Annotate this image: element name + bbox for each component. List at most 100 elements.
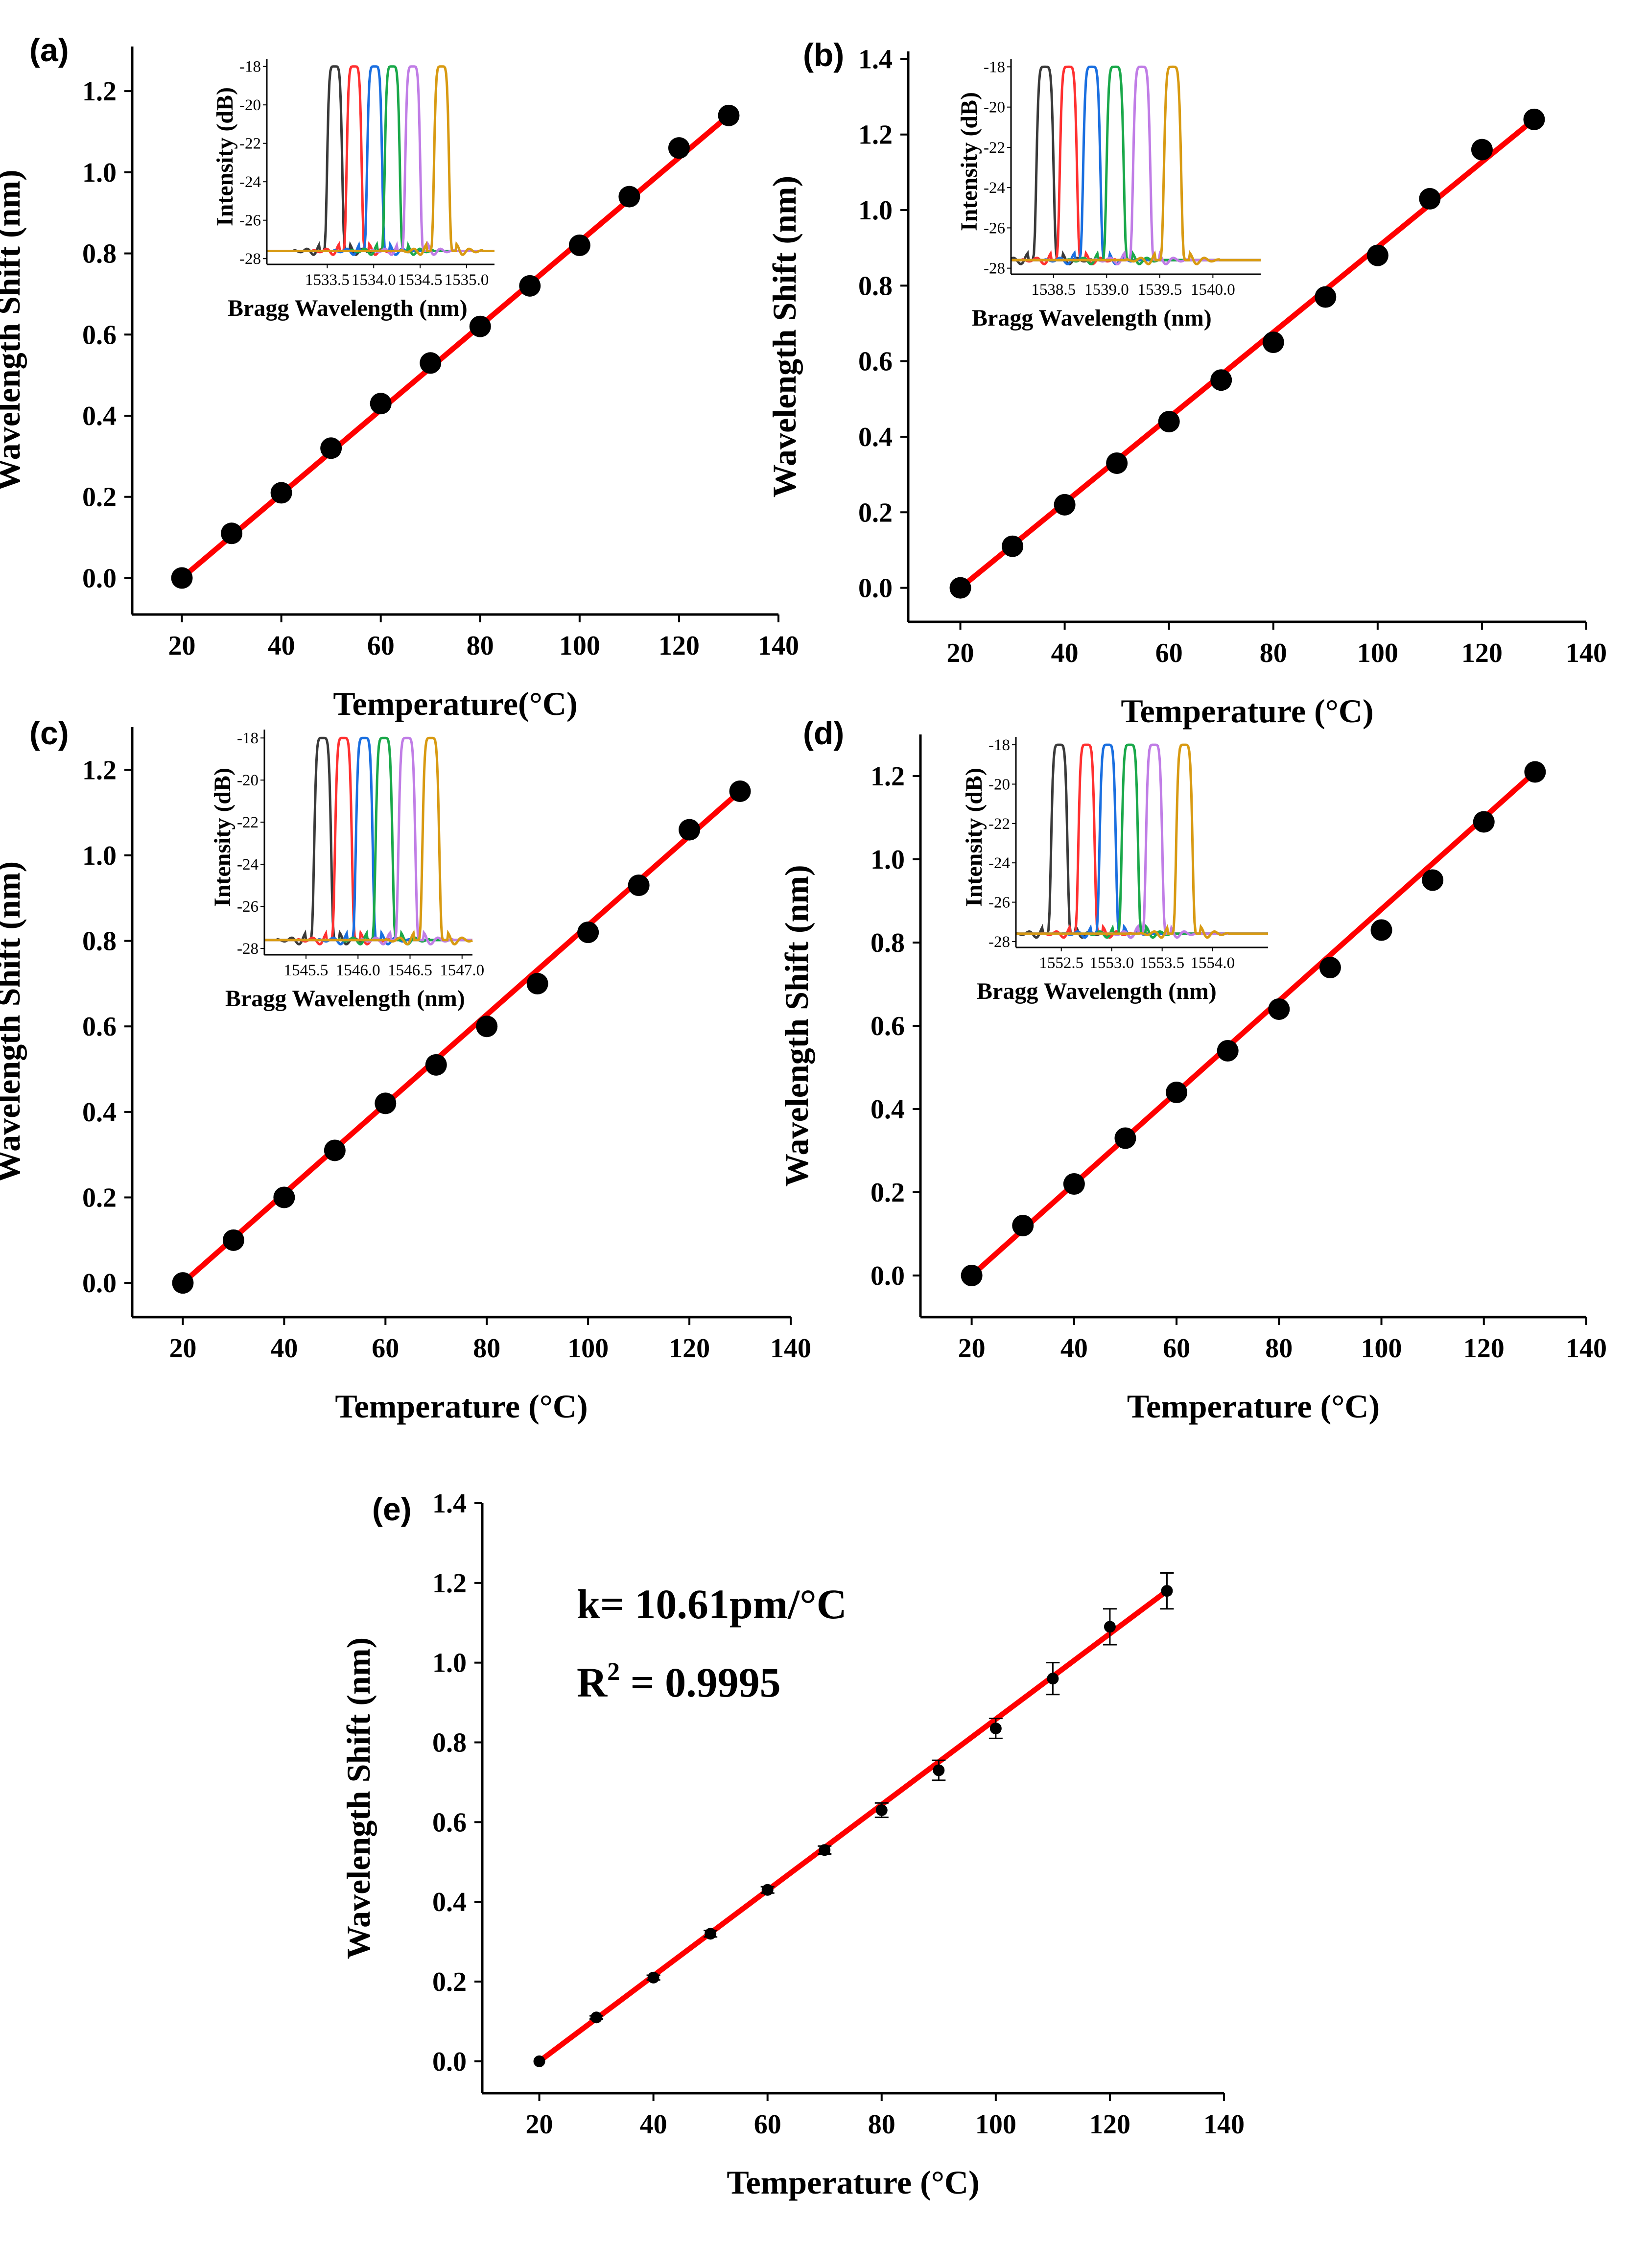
x-tick-label: 100 [567, 1333, 609, 1364]
x-tick-label: 60 [367, 631, 395, 661]
data-point [1054, 494, 1076, 516]
data-point [222, 1229, 244, 1251]
data-point [476, 1016, 498, 1038]
inset-y-tick-label: -28 [239, 250, 261, 268]
y-tick-label: 0.2 [858, 497, 893, 528]
inset-y-tick-label: -18 [239, 58, 261, 76]
y-tick-label: 0.4 [432, 1887, 467, 1917]
data-point [647, 1971, 659, 1984]
x-axis-title: Temperature (°C) [1127, 1388, 1380, 1425]
x-axis-title: Temperature(°C) [333, 685, 577, 722]
x-tick-label: 20 [169, 1333, 196, 1364]
panel-d: (d) 20 40 60 80 100 120 140 0.0 0.2 0.4 0.6 0.8 1.0 1.… [778, 715, 1607, 1425]
r2-superscript: 2 [607, 1658, 620, 1686]
data-point [875, 1804, 888, 1816]
y-tick-label: 0.0 [432, 2047, 467, 2077]
data-point [1524, 761, 1546, 783]
x-tick-label: 140 [1566, 1333, 1607, 1364]
y-tick-label: 1.4 [432, 1488, 467, 1519]
x-axis-title: Temperature (°C) [335, 1388, 588, 1425]
inset-x-tick-label: 1546.0 [336, 962, 380, 979]
data-point [1047, 1673, 1059, 1685]
panel-label: (e) [372, 1491, 412, 1527]
inset-y-tick-label: -28 [237, 940, 259, 958]
data-point [590, 2011, 603, 2024]
data-point [1366, 244, 1388, 266]
inset-y-tick-label: -22 [984, 139, 1005, 157]
x-tick-label: 100 [1361, 1333, 1402, 1364]
x-tick-label: 20 [947, 638, 974, 668]
y-tick-label: 0.8 [82, 926, 117, 957]
data-point [568, 235, 590, 256]
y-tick-label: 1.2 [858, 120, 893, 150]
inset-x-tick-label: 1538.5 [1031, 281, 1076, 299]
y-tick-label: 0.6 [858, 347, 893, 377]
panel-a: (a) 20 40 60 80 100 120 140 0.0 0.2 0.4 0.6 0.8 1.0 1.… [0, 32, 799, 722]
inset-spectrum: -18 -20 -22 -24 -26 -28 1545.5 1546.0 1546.5 1547… [210, 730, 484, 1012]
inset-y-axis-title: Intensity (dB) [212, 87, 238, 226]
y-axis-title: Wavelength Shift (nm) [766, 176, 803, 497]
x-tick-label: 20 [168, 631, 196, 661]
data-point [989, 1723, 1002, 1735]
data-point [1002, 535, 1024, 557]
inset-x-tick-label: 1539.0 [1084, 281, 1129, 299]
y-tick-label: 0.0 [82, 563, 117, 593]
y-tick-label: 0.0 [871, 1261, 905, 1291]
slope-annotation: k= 10.61pm/°C [577, 1581, 847, 1628]
data-point [171, 567, 193, 589]
inset-y-tick-label: -24 [988, 854, 1010, 872]
x-tick-label: 140 [1566, 638, 1607, 668]
panel-label: (b) [803, 37, 844, 73]
data-point [1012, 1215, 1034, 1236]
inset-y-axis-title: Intensity (dB) [956, 92, 982, 231]
data-point [1268, 998, 1290, 1020]
inset-x-tick-label: 1539.5 [1137, 281, 1182, 299]
spectrum-curve [264, 736, 473, 946]
y-tick-label: 0.6 [82, 320, 117, 350]
data-point [273, 1186, 295, 1208]
data-point [729, 780, 751, 802]
data-point [1063, 1173, 1085, 1195]
data-point [420, 352, 442, 374]
data-point [526, 972, 548, 994]
spectrum-curve [1016, 743, 1268, 939]
x-tick-label: 20 [958, 1333, 986, 1364]
inset-y-tick-label: -18 [237, 730, 259, 747]
y-tick-label: 0.8 [432, 1728, 467, 1758]
y-tick-label: 0.2 [871, 1178, 905, 1208]
data-point [370, 393, 392, 415]
inset-x-axis-title: Bragg Wavelength (nm) [972, 305, 1212, 331]
y-tick-label: 1.4 [858, 44, 893, 74]
data-point [949, 577, 971, 599]
data-point [761, 1884, 774, 1896]
x-tick-label: 40 [640, 2109, 667, 2140]
data-point [1315, 286, 1337, 308]
spectrum-curve [267, 65, 494, 257]
inset-x-tick-label: 1535.0 [445, 271, 489, 289]
inset-y-tick-label: -18 [988, 736, 1010, 754]
inset-y-tick-label: -24 [239, 173, 261, 191]
x-tick-label: 120 [1089, 2109, 1130, 2140]
panel-label: (d) [803, 715, 844, 751]
data-point [1419, 188, 1441, 210]
data-point [1210, 369, 1232, 391]
r2-prefix: R [577, 1659, 608, 1706]
x-tick-label: 20 [526, 2109, 553, 2140]
y-tick-label: 0.4 [82, 1097, 117, 1128]
panel-e: (e) 20 40 60 80 100 120 140 0.0 0.2 0.4 0.6 0.8 1.0 1.… [340, 1488, 1245, 2201]
x-tick-label: 60 [372, 1333, 399, 1364]
inset-y-axis-title: Intensity (dB) [961, 768, 987, 907]
y-tick-label: 1.0 [82, 841, 117, 871]
y-axis-title: Wavelength Shift (nm) [0, 861, 27, 1183]
inset-x-tick-label: 1545.5 [284, 962, 329, 979]
x-tick-label: 120 [1461, 638, 1503, 668]
data-point [519, 275, 541, 297]
x-tick-label: 40 [1051, 638, 1079, 668]
inset-y-tick-label: -28 [984, 260, 1005, 278]
y-tick-label: 0.2 [432, 1967, 467, 1997]
y-tick-label: 0.4 [858, 422, 893, 452]
data-point [1523, 108, 1545, 130]
data-point [221, 522, 243, 544]
data-point [1370, 919, 1392, 941]
y-tick-label: 0.2 [82, 1183, 117, 1213]
